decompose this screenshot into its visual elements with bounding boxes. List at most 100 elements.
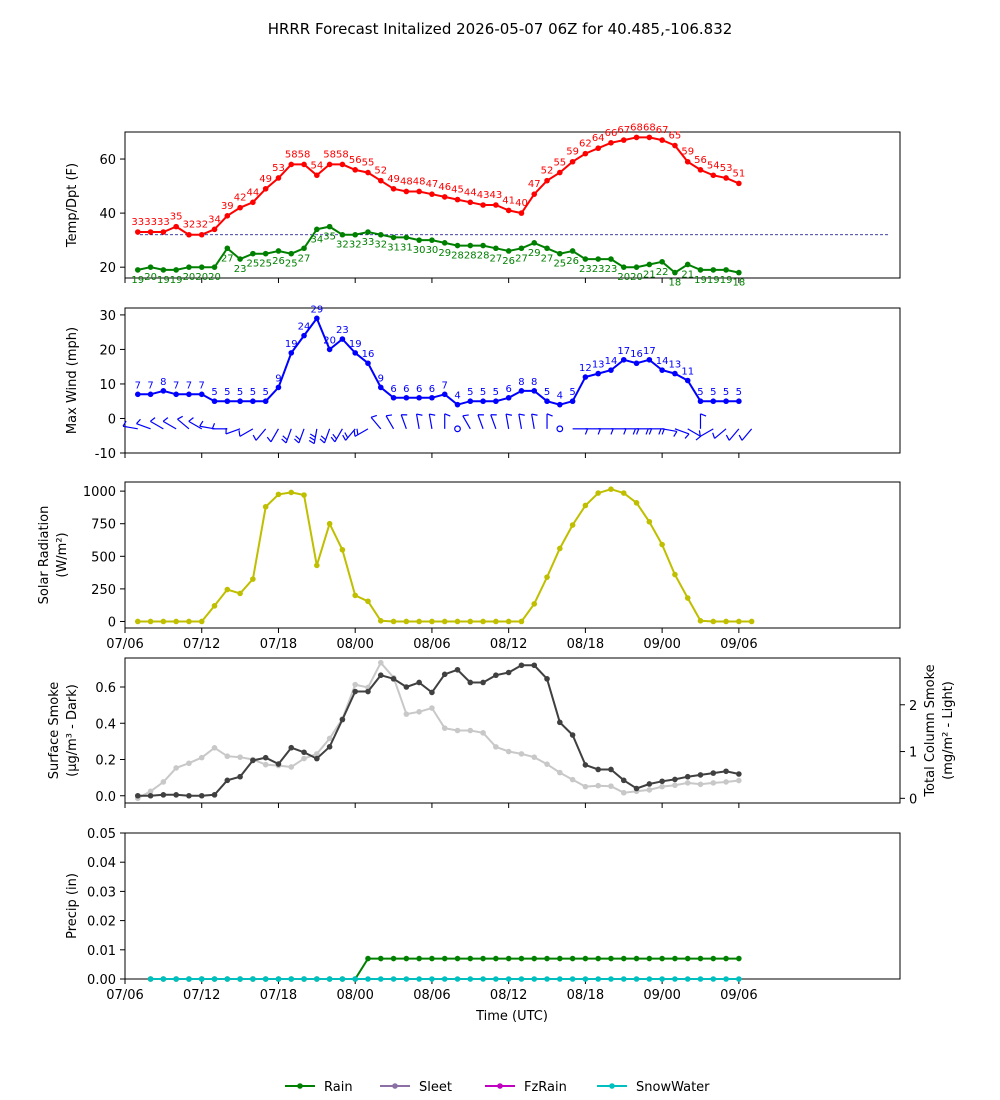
data-point: [467, 199, 474, 206]
data-label: 7: [442, 380, 448, 391]
data-label: 21: [681, 269, 694, 280]
data-point: [723, 398, 729, 405]
legend-label: Sleet: [419, 1080, 452, 1095]
data-label: 25: [553, 259, 566, 270]
data-label: 21: [643, 269, 656, 280]
data-point: [736, 771, 742, 777]
data-point: [314, 976, 320, 982]
wind-barb: [610, 428, 627, 435]
series-line: [150, 957, 739, 980]
data-label: 20: [195, 272, 208, 283]
data-point: [441, 391, 448, 398]
data-point: [723, 175, 729, 181]
y2-tick-label: 1: [909, 746, 917, 761]
data-point: [352, 688, 358, 695]
data-point: [595, 145, 601, 152]
data-label: 19: [707, 275, 720, 286]
data-label: 4: [454, 391, 460, 402]
data-point: [377, 955, 384, 962]
legend-marker: [497, 1083, 503, 1089]
plot-frame: [124, 307, 901, 454]
x-tick-label: 07/12: [183, 637, 220, 652]
data-point: [224, 245, 231, 252]
data-label: 45: [451, 185, 464, 196]
data-point: [147, 788, 154, 795]
data-label: 19: [285, 339, 298, 350]
data-point: [237, 773, 243, 780]
data-label: 68: [630, 122, 643, 133]
data-point: [710, 267, 717, 273]
data-label: 8: [531, 377, 537, 388]
wind-barb: [687, 428, 702, 441]
y-tick-label: 10: [99, 378, 116, 393]
data-point: [288, 250, 295, 257]
panel-3: 0 250 500 750 1000 07/06 07/12 07/18 08/00 08/06 0…: [37, 481, 901, 652]
data-point: [531, 976, 538, 982]
data-label: 5: [569, 387, 575, 398]
data-point: [608, 140, 614, 146]
data-label: 5: [723, 387, 729, 398]
data-point: [620, 490, 627, 496]
data-point: [672, 955, 678, 962]
data-point: [301, 492, 307, 498]
data-label: 66: [605, 128, 618, 139]
data-point: [301, 976, 307, 982]
data-point: [684, 158, 691, 165]
wind-barb: [505, 413, 513, 429]
data-point: [365, 976, 371, 982]
data-point: [160, 618, 167, 625]
data-point: [160, 388, 167, 394]
data-point: [377, 976, 384, 982]
data-point: [557, 719, 563, 726]
data-label: 34: [208, 214, 221, 225]
data-point: [493, 976, 499, 982]
data-label: 55: [362, 158, 375, 169]
data-point: [659, 367, 665, 373]
data-point: [352, 681, 358, 688]
wind-barb: [211, 423, 228, 430]
wind-barb: [546, 413, 553, 429]
y-tick-label: 30: [99, 309, 116, 324]
data-label: 23: [579, 264, 592, 275]
wind-barb: [698, 428, 714, 437]
data-point: [288, 976, 295, 982]
data-point: [390, 234, 397, 241]
data-point: [441, 725, 448, 731]
wind-barb: [674, 428, 690, 439]
data-point: [147, 792, 154, 799]
data-label: 32: [374, 240, 387, 251]
data-point: [403, 684, 410, 690]
wind-barb: [308, 428, 318, 445]
data-point: [288, 161, 295, 168]
data-point: [429, 618, 435, 625]
data-label: 25: [285, 259, 298, 270]
x-tick-label: 08/06: [413, 637, 450, 652]
data-point: [595, 782, 601, 789]
data-label: 19: [694, 275, 707, 286]
data-point: [416, 394, 422, 401]
data-point: [557, 401, 563, 408]
data-label: 16: [630, 349, 643, 360]
data-point: [237, 398, 243, 405]
wind-barb: [122, 420, 138, 430]
wind-barb: [699, 413, 707, 429]
data-point: [314, 315, 320, 322]
data-point: [569, 398, 576, 405]
data-point: [710, 618, 717, 625]
data-point: [505, 248, 512, 254]
data-point: [659, 976, 665, 982]
data-point: [505, 669, 512, 676]
data-label: 28: [477, 251, 490, 262]
data-label: 7: [147, 380, 153, 391]
data-label: 47: [528, 179, 541, 190]
data-point: [390, 955, 397, 962]
data-point: [173, 765, 179, 771]
data-point: [544, 676, 550, 682]
data-point: [314, 755, 320, 762]
data-point: [646, 261, 653, 268]
data-point: [480, 955, 486, 962]
wind-barb: [342, 428, 356, 441]
data-point: [454, 242, 461, 249]
data-point: [569, 522, 576, 528]
